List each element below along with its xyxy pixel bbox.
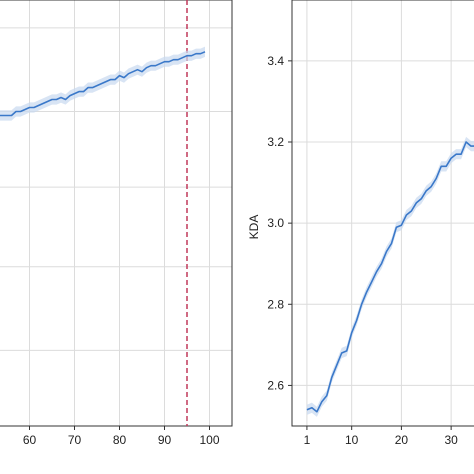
left-xtick-label: 60 — [23, 433, 37, 447]
right-axes-frame — [291, 0, 474, 427]
right-confidence-band — [306, 136, 474, 417]
right-ytick-label: 3.0 — [267, 216, 284, 230]
right-series-line — [306, 141, 474, 413]
right-y-axis-label: KDA — [247, 215, 261, 240]
right-ytick-label: 2.6 — [267, 378, 284, 392]
left-series-line — [0, 51, 206, 117]
right-xtick-label: 20 — [395, 433, 409, 447]
left-xtick-label: 100 — [199, 433, 219, 447]
left-xtick-label: 80 — [113, 433, 127, 447]
left-chart-panel: 60 70 80 90 100 — [0, 0, 233, 447]
right-xtick-label: 10 — [345, 433, 359, 447]
left-xtick-label: 90 — [158, 433, 172, 447]
left-xtick-label: 70 — [68, 433, 82, 447]
right-ytick-label: 3.4 — [267, 54, 284, 68]
right-xtick-label: 30 — [444, 433, 458, 447]
right-xtick-label: 1 — [304, 433, 311, 447]
right-ytick-label: 3.2 — [267, 135, 284, 149]
left-axes-frame — [0, 0, 233, 427]
right-plot-area — [306, 136, 474, 417]
right-chart-panel: 1 10 20 30 2.6 2.8 3.0 3.2 3.4 KDA — [247, 0, 474, 447]
left-plot-area — [0, 0, 206, 426]
right-ytick-label: 2.8 — [267, 297, 284, 311]
